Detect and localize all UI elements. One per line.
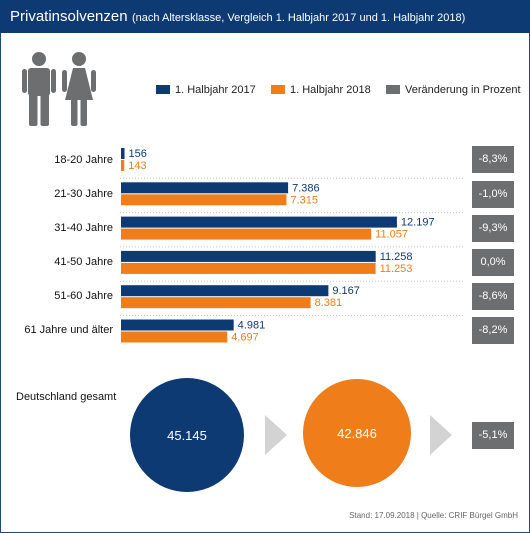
bar-2018-0 xyxy=(121,160,125,171)
change-box-61-plus: -8,2% xyxy=(472,317,514,344)
legend-item-2018: 1. Halbjahr 2018 xyxy=(271,84,371,96)
legend-label-2017: 1. Halbjahr 2017 xyxy=(175,84,256,96)
category-label-51-60: 51-60 Jahre xyxy=(54,290,113,302)
bar-2018-3 xyxy=(121,262,376,274)
bar-2017-5 xyxy=(121,319,234,331)
data-label-2017-3: 11.258 xyxy=(380,251,413,263)
male-person-icon xyxy=(22,52,56,126)
data-label-2017-4: 9.167 xyxy=(332,285,360,297)
category-label-21-30: 21-30 Jahre xyxy=(54,188,113,200)
category-label-18-20: 18-20 Jahre xyxy=(54,154,113,166)
total-label: Deutschland gesamt xyxy=(16,391,117,403)
legend-swatch-2017 xyxy=(156,84,170,94)
page-title: Privatinsolvenzen (nach Altersklasse, Ve… xyxy=(10,8,465,26)
arrow-right-icon xyxy=(265,415,287,455)
bar-2017-0 xyxy=(121,148,125,159)
bar-2017-2 xyxy=(121,216,397,228)
total-2017-value: 45.145 xyxy=(167,427,207,443)
total-2017-circle: 45.145 xyxy=(130,378,244,492)
data-label-2018-3: 11.253 xyxy=(380,263,413,275)
bar-2017-1 xyxy=(121,182,289,194)
title-main: Privatinsolvenzen xyxy=(10,8,128,25)
title-subtitle: (nach Altersklasse, Vergleich 1. Halbjah… xyxy=(132,12,466,24)
total-2018-circle: 42.846 xyxy=(303,379,411,487)
header-bar: Privatinsolvenzen (nach Altersklasse, Ve… xyxy=(0,0,530,33)
change-box-31-40: -9,3% xyxy=(472,215,514,242)
data-label-2018-1: 7.315 xyxy=(290,194,318,206)
category-label-31-40: 31-40 Jahre xyxy=(54,222,113,234)
data-label-2018-4: 8.381 xyxy=(315,297,343,309)
legend-swatch-2018 xyxy=(271,84,285,94)
bar-2018-4 xyxy=(121,297,311,309)
legend-label-2018: 1. Halbjahr 2018 xyxy=(290,84,371,96)
data-label-2017-5: 4.981 xyxy=(238,320,266,332)
change-box-18-20: -8,3% xyxy=(472,146,514,173)
data-label-2018-0: 143 xyxy=(128,160,146,172)
bar-2018-5 xyxy=(121,331,228,343)
source-footer: Stand: 17.09.2018 | Quelle: CRIF Bürgel … xyxy=(349,511,518,520)
bar-2017-3 xyxy=(121,250,376,262)
legend-item-change: Veränderung in Prozent xyxy=(386,84,521,96)
bar-2017-4 xyxy=(121,285,329,297)
change-box-51-60: -8,6% xyxy=(472,283,514,310)
total-change-box: -5,1% xyxy=(472,422,514,449)
data-label-2018-2: 11.057 xyxy=(375,229,408,241)
female-person-icon xyxy=(62,52,96,126)
arrow-right-icon xyxy=(430,415,452,455)
category-label-61-plus: 61 Jahre und älter xyxy=(24,324,113,336)
legend-item-2017: 1. Halbjahr 2017 xyxy=(156,84,256,96)
total-2018-value: 42.846 xyxy=(337,425,377,441)
data-label-2017-1: 7.386 xyxy=(292,182,320,194)
legend-label-change: Veränderung in Prozent xyxy=(405,84,521,96)
bar-2018-2 xyxy=(121,228,372,240)
category-label-41-50: 41-50 Jahre xyxy=(54,256,113,268)
data-label-2017-2: 12.197 xyxy=(401,217,435,229)
legend-swatch-change xyxy=(386,84,400,94)
data-label-2018-5: 4.697 xyxy=(231,332,259,344)
data-label-2017-0: 156 xyxy=(129,148,147,160)
change-box-21-30: -1,0% xyxy=(472,181,514,208)
change-box-41-50: 0,0% xyxy=(472,249,514,276)
bar-2018-1 xyxy=(121,194,287,206)
